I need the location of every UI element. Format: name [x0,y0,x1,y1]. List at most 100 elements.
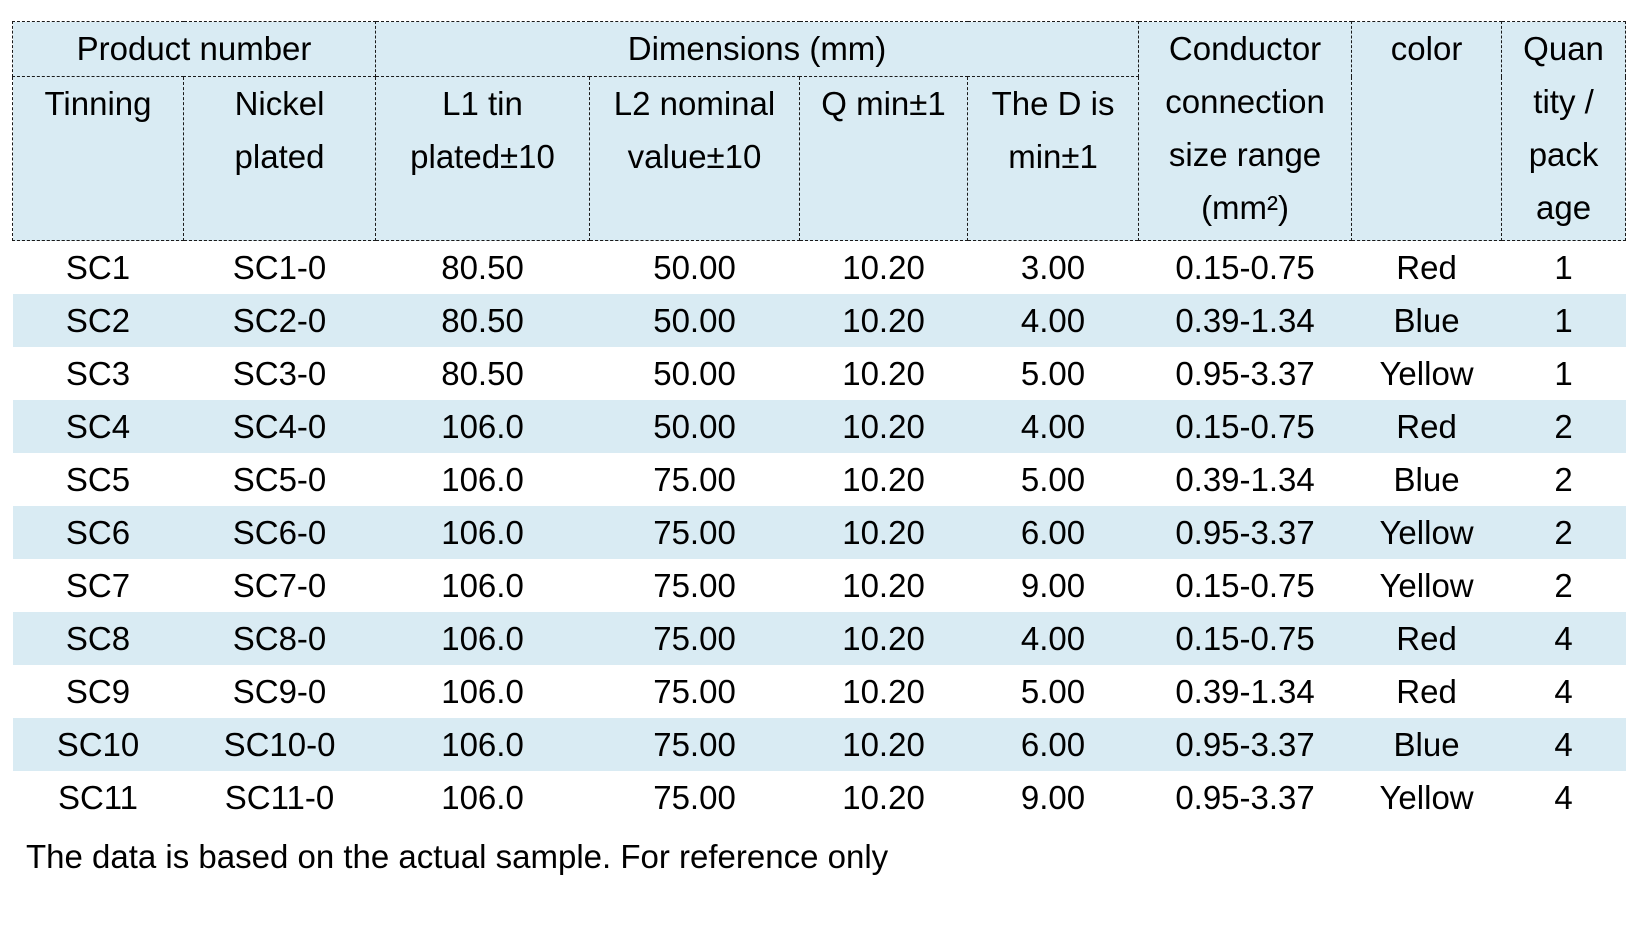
table-cell: Red [1396,673,1457,710]
table-cell: 50.00 [653,355,736,392]
table-cell: SC8-0 [232,620,327,657]
header-nickel-plated: Nickel plated [182,76,377,241]
table-cell: 106.0 [441,620,524,657]
table-cell: 106.0 [441,567,524,604]
table-cell: Blue [1393,726,1460,763]
table-cell: Yellow [1379,355,1474,392]
table-cell: 4.00 [1020,620,1086,657]
table-cell: 10.20 [842,567,925,604]
table-cell: 4 [1554,673,1573,710]
table-cell: Red [1396,249,1457,286]
table-cell: 10.20 [842,249,925,286]
table-cell: 6.00 [1020,514,1086,551]
table-cell: SC4 [65,408,131,445]
table-cell: 75.00 [653,673,736,710]
table-cell: 50.00 [653,249,736,286]
table-row: SC3 SC3-0 80.50 50.00 10.20 5.00 0.95-3.37 Yell… [12,347,1626,400]
table-cell: 75.00 [653,726,736,763]
table-cell: 0.39-1.34 [1175,461,1315,498]
table-cell: 75.00 [653,620,736,657]
table-cell: SC7 [65,567,131,604]
table-cell: 4.00 [1020,408,1086,445]
table-cell: 5.00 [1020,355,1086,392]
header-d-min: The D is min±1 [967,76,1140,241]
header-group-row: Product number Dimensions (mm) Conductor… [11,21,1627,241]
table-cell: 0.95-3.37 [1175,514,1315,551]
table-row: SC9 SC9-0 106.0 75.00 10.20 5.00 0.39-1.34 Red 4 [12,665,1626,718]
table-cell: 1 [1554,249,1573,286]
table-cell: SC6 [65,514,131,551]
table-body: SC1 SC1-0 80.50 50.00 10.20 3.00 0.15-0.75 Red 1… [12,240,1626,824]
table-cell: 6.00 [1020,726,1086,763]
table-cell: 4 [1554,779,1573,816]
table-row: SC7 SC7-0 106.0 75.00 10.20 9.00 0.15-0.75 Yell… [12,559,1626,612]
table-row: SC4 SC4-0 106.0 50.00 10.20 4.00 0.15-0.75 Red 2 [12,400,1626,453]
table-cell: 4 [1554,726,1573,763]
table-cell: SC2 [65,302,131,339]
table-cell: SC11 [57,779,139,816]
table-cell: 2 [1554,461,1573,498]
table-row: SC8 SC8-0 106.0 75.00 10.20 4.00 0.15-0.75 Red 4 [12,612,1626,665]
table-cell: 9.00 [1020,567,1086,604]
header-tinning: Tinning [12,76,184,241]
table-cell: Yellow [1379,567,1474,604]
table-row: SC11 SC11-0 106.0 75.00 10.20 9.00 0.95-3.37 Ye… [12,771,1626,824]
table-cell: SC1-0 [232,249,327,286]
footnote: The data is based on the actual sample. … [26,838,889,875]
table-cell: Blue [1393,461,1460,498]
table-cell: 10.20 [842,408,925,445]
header-product-number: Product number [11,21,377,77]
table-row: SC1 SC1-0 80.50 50.00 10.20 3.00 0.15-0.75 Red 1 [12,240,1626,294]
table-cell: SC8 [65,620,131,657]
table-row: SC10 SC10-0 106.0 75.00 10.20 6.00 0.95-3.37 Bl… [12,718,1626,771]
table-cell: 106.0 [441,461,524,498]
table-cell: Red [1396,408,1457,445]
table-row: SC6 SC6-0 106.0 75.00 10.20 6.00 0.95-3.37 Yell… [12,506,1626,559]
header-q-min: Q min±1 [799,76,969,241]
table-cell: 10.20 [842,355,925,392]
table-cell: SC11-0 [224,779,335,816]
table-cell: 5.00 [1020,673,1086,710]
table-cell: 2 [1554,567,1573,604]
table-cell: 10.20 [842,514,925,551]
table-cell: 0.15-0.75 [1175,408,1315,445]
table-cell: 0.39-1.34 [1175,302,1315,339]
table-cell: 1 [1554,355,1573,392]
table-cell: SC2-0 [232,302,327,339]
table-cell: 0.95-3.37 [1175,779,1315,816]
table-cell: SC3-0 [232,355,327,392]
table-cell: Blue [1393,302,1460,339]
table-cell: 10.20 [842,461,925,498]
product-spec-table: Product number Dimensions (mm) Conductor… [11,21,1627,824]
table-cell: SC10 [56,726,140,763]
table-cell: 80.50 [441,355,524,392]
table-cell: 75.00 [653,514,736,551]
table-cell: 10.20 [842,620,925,657]
header-color: color [1351,21,1503,241]
table-cell: 0.39-1.34 [1175,673,1315,710]
table-cell: 2 [1554,408,1573,445]
table-cell: 106.0 [441,673,524,710]
table-cell: Yellow [1379,514,1474,551]
table-cell: SC4-0 [232,408,327,445]
table-cell: 5.00 [1020,461,1086,498]
table-cell: SC7-0 [232,567,327,604]
table-cell: SC1 [65,249,131,286]
table-cell: 2 [1554,514,1573,551]
table-cell: 0.15-0.75 [1175,620,1315,657]
table-cell: 4 [1554,620,1573,657]
table-cell: SC5 [65,461,131,498]
table-row: SC2 SC2-0 80.50 50.00 10.20 4.00 0.39-1.34 Blue… [12,294,1626,347]
table-cell: 4.00 [1020,302,1086,339]
table-cell: 106.0 [441,514,524,551]
table-cell: 80.50 [441,249,524,286]
header-dimensions: Dimensions (mm) [375,21,1140,77]
table-cell: SC9 [65,673,131,710]
table-cell: 0.95-3.37 [1175,726,1315,763]
table-cell: 3.00 [1020,249,1086,286]
table-header: Product number Dimensions (mm) Conductor… [11,21,1627,241]
table-cell: SC5-0 [232,461,327,498]
table-cell: 106.0 [441,408,524,445]
table-cell: 75.00 [653,779,736,816]
header-l1-tin-plated: L1 tin plated±10 [375,76,591,241]
